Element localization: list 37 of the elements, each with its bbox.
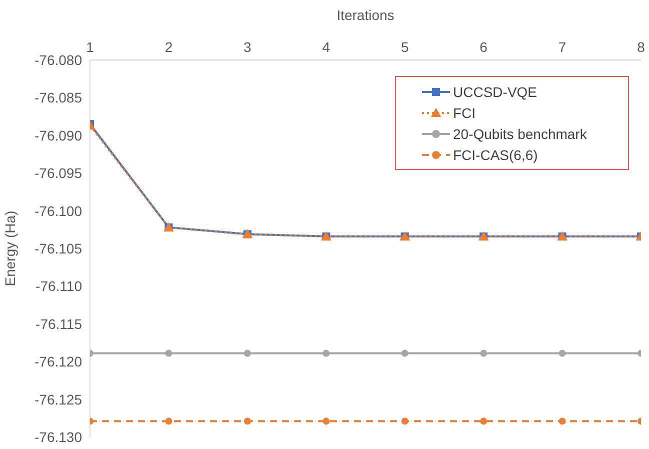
legend-label: FCI-CAS(6,6) bbox=[453, 146, 538, 162]
point bbox=[480, 350, 488, 357]
x-tick-label: 2 bbox=[164, 39, 173, 55]
legend-label: FCI bbox=[453, 104, 476, 120]
point bbox=[322, 350, 330, 357]
y-tick-label: -76.120 bbox=[34, 354, 82, 370]
point bbox=[480, 418, 488, 425]
point bbox=[244, 418, 251, 425]
point bbox=[558, 350, 566, 357]
x-tick-label: 4 bbox=[322, 39, 330, 55]
point bbox=[558, 418, 566, 425]
y-tick-label: -76.105 bbox=[34, 240, 82, 256]
y-tick-label: -76.090 bbox=[34, 127, 82, 144]
x-tick-label: 3 bbox=[244, 39, 252, 55]
y-tick-label: -76.080 bbox=[34, 52, 82, 68]
y-axis-title: Energy (Ha) bbox=[2, 210, 18, 286]
y-tick-label: -76.110 bbox=[36, 278, 82, 294]
point bbox=[401, 418, 408, 425]
point bbox=[165, 418, 172, 425]
point bbox=[165, 350, 172, 357]
y-tick-label: -76.130 bbox=[34, 428, 82, 445]
point bbox=[322, 418, 330, 425]
x-tick-label: 6 bbox=[480, 39, 488, 55]
x-tick-label: 5 bbox=[400, 39, 409, 55]
x-tick-label: 1 bbox=[86, 39, 94, 55]
point bbox=[401, 350, 408, 357]
y-tick-label: -76.115 bbox=[36, 316, 82, 332]
y-tick-label: -76.085 bbox=[34, 90, 82, 106]
x-tick-label: 7 bbox=[558, 39, 566, 55]
y-tick-label: -76.125 bbox=[34, 391, 82, 408]
y-tick-label: -76.095 bbox=[34, 165, 82, 182]
x-tick-label: 8 bbox=[637, 39, 646, 55]
legend-label: 20-Qubits benchmark bbox=[453, 126, 587, 142]
legend-label: UCCSD-VQE bbox=[453, 84, 538, 100]
point bbox=[244, 350, 251, 357]
y-tick-label: -76.100 bbox=[34, 202, 82, 219]
x-axis-title: Iterations bbox=[336, 6, 394, 23]
